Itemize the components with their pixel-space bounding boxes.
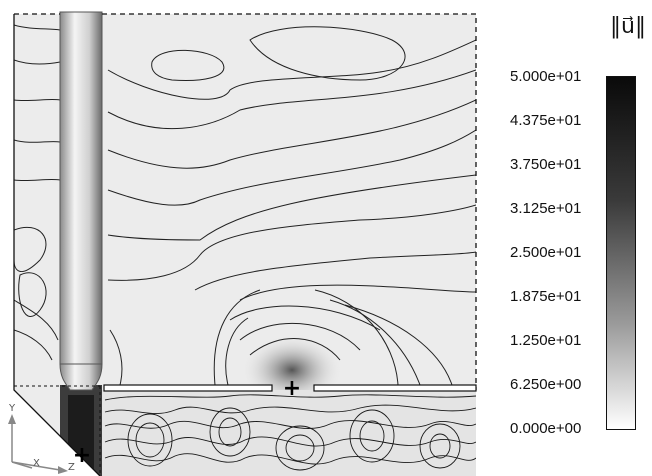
origin-marker: +	[73, 443, 91, 468]
colorbar-title: ‖u⃗‖	[610, 14, 646, 39]
colorbar-tick: 3.750e+01	[510, 156, 582, 173]
colorbar-tick: 4.375e+01	[510, 112, 582, 129]
probe-marker: +	[283, 376, 301, 401]
wall-plate-right	[313, 384, 477, 392]
lower-contours	[104, 394, 476, 471]
colorbar-tick: 1.875e+01	[510, 288, 582, 305]
colorbar-tick: 0.000e+00	[510, 420, 582, 437]
axis-triad: Y X Z	[8, 403, 75, 474]
colorbar	[606, 76, 636, 430]
domain-boundary-solid	[13, 14, 101, 476]
colorbar-tick: 6.250e+00	[510, 376, 582, 393]
upper-contours	[14, 24, 476, 386]
colorbar-tick: 1.250e+01	[510, 332, 582, 349]
axis-x-label: X	[33, 458, 40, 469]
pipe-nozzle	[59, 363, 103, 391]
colorbar-tick: 5.000e+01	[510, 68, 582, 85]
wall-plate-left	[103, 384, 273, 392]
colorbar-tick: 2.500e+01	[510, 244, 582, 261]
lower-region	[100, 390, 476, 476]
pipe	[59, 11, 103, 365]
domain-boundary-dashed	[14, 13, 477, 390]
axis-y-label: Y	[8, 403, 16, 414]
axis-z-label: Z	[68, 462, 75, 473]
colorbar-tick: 3.125e+01	[510, 200, 582, 217]
